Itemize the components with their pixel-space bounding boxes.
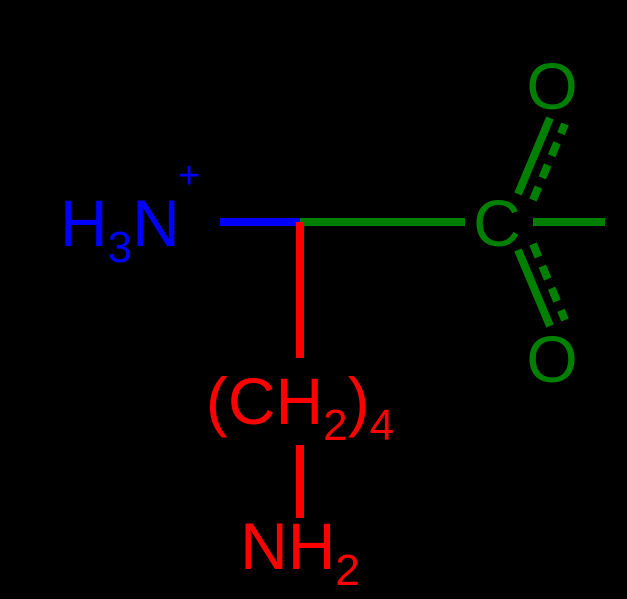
oxygen-top-label: O	[526, 49, 577, 123]
chemical-structure-diagram: H3N+COO(CH2)4NH2	[0, 0, 627, 599]
oxygen-bottom-label: O	[526, 322, 577, 396]
side-chain-ch2-label: (CH2)4	[206, 364, 394, 450]
charge-plus: +	[178, 155, 200, 197]
carboxyl-carbon-label: C	[473, 186, 521, 260]
